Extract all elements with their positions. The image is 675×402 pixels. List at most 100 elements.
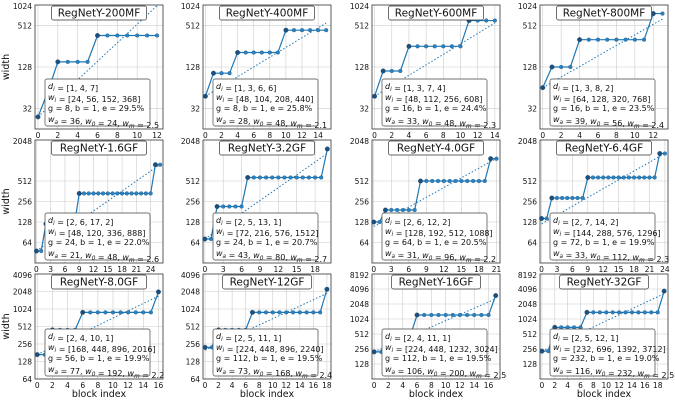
data-point (606, 175, 611, 180)
annotation-line: g = 16, b = 1, e = 23.5% (553, 104, 655, 113)
chart-title: RegNetY-16GF (399, 277, 474, 289)
annotation-line: wa = 116, w0 = 232, wm = 2.5 (553, 365, 674, 380)
data-point (105, 191, 110, 196)
data-point (110, 191, 115, 196)
data-point (80, 309, 86, 315)
x-tick-label: 8 (95, 381, 100, 390)
data-point (422, 312, 427, 318)
data-point (33, 248, 39, 254)
data-point (95, 310, 100, 315)
annotation-line: di = [2, 5, 13, 1] (216, 216, 281, 227)
data-point (660, 11, 665, 16)
data-point (418, 178, 423, 184)
x-tick-label: 6 (424, 131, 429, 140)
data-point (441, 44, 446, 49)
x-tick-label: 8 (115, 131, 120, 140)
chart-panel-regnety-4-0gf: 64 128 256 512 2048 0 3 6 9 12 15 18 21 RegNetY-4.0GF… (350, 137, 502, 274)
data-point (642, 175, 647, 180)
x-tick-label: 8 (257, 381, 262, 390)
annotation-line: g = 232, b = 1, e = 19.0% (553, 354, 660, 363)
y-tick-label: 512 (355, 22, 370, 31)
chart-title-box (388, 5, 484, 21)
data-point (559, 64, 564, 70)
data-point (465, 312, 470, 318)
width-series-line (373, 158, 497, 223)
y-tick-label: 1024 (350, 315, 369, 324)
data-point (202, 93, 208, 99)
y-tick-label: 256 (186, 340, 201, 349)
data-point (75, 59, 80, 64)
x-tick-label: 21 (645, 265, 655, 274)
x-tick-label: 10 (108, 381, 118, 390)
y-tick-label: 2048 (518, 300, 537, 309)
y-tick-label: 512 (355, 330, 370, 339)
x-tick-label: 0 (202, 265, 207, 274)
data-point (283, 27, 289, 33)
x-tick-label: 10 (281, 131, 291, 140)
data-point (637, 175, 642, 180)
y-tick-label: 128 (18, 63, 33, 72)
x-tick-label: 12 (274, 265, 284, 274)
annotation-line: wa = 28, w0 = 48, wm = 2.1 (216, 115, 327, 130)
data-point (486, 312, 491, 318)
data-point (380, 68, 386, 74)
annotation-line: wi = [72, 216, 576, 1512] (216, 227, 319, 238)
data-point (642, 37, 647, 42)
x-tick-label: 6 (596, 131, 601, 140)
annotation-line: wi = [128, 192, 512, 1088] (385, 227, 493, 238)
data-point (389, 68, 394, 74)
data-point (488, 156, 494, 162)
data-point (372, 93, 378, 99)
data-point (492, 18, 497, 23)
data-point (105, 33, 110, 38)
data-point (616, 175, 621, 180)
y-tick-label: 256 (355, 345, 370, 354)
data-point (655, 310, 660, 315)
y-tick-label: 32 (190, 104, 200, 113)
chart-title: RegNetY-6.4GF (565, 143, 643, 155)
x-tick-label: 21 (492, 265, 502, 274)
y-tick-label: 64 (22, 375, 32, 384)
x-tick-label: 4 (65, 381, 70, 390)
x-tick-label: 4 (235, 131, 240, 140)
data-point (584, 309, 590, 315)
annotation-line: wa = 73, w0 = 168, wm = 2.4 (216, 365, 332, 380)
x-tick-label: 24 (146, 265, 156, 274)
x-tick-label: 0 (34, 265, 39, 274)
data-point (86, 191, 91, 196)
y-tick-label: 512 (186, 22, 201, 31)
x-tick-label: 16 (484, 381, 494, 390)
y-tick-label: 2048 (181, 288, 200, 297)
chart-panel-regnety-1-6gf: 64 128 256 512 2048 0 3 6 9 12 15 18 21 24 RegNetY-1.6… (1, 137, 164, 274)
data-point (304, 310, 309, 315)
data-point (277, 310, 282, 315)
data-point (623, 310, 628, 315)
data-point (406, 43, 412, 49)
data-point (135, 33, 140, 38)
data-point (85, 59, 90, 64)
x-tick-label: 12 (598, 265, 608, 274)
x-tick-label: 3 (555, 265, 560, 274)
x-tick-label: 21 (132, 265, 142, 274)
data-point (311, 310, 316, 315)
y-tick-label: 128 (18, 358, 33, 367)
data-point (316, 28, 321, 33)
chart-title: RegNetY-800MF (563, 8, 645, 20)
data-point (601, 175, 606, 180)
y-tick-label: 1024 (518, 2, 537, 11)
data-point (447, 178, 452, 184)
linear-fit-line (542, 18, 663, 89)
chart-title: RegNetY-12GF (230, 277, 305, 289)
x-tick-label: 14 (490, 131, 500, 140)
data-point (617, 310, 622, 315)
data-point (429, 312, 434, 318)
linear-fit-line (541, 293, 665, 352)
x-tick-label: 4 (230, 381, 235, 390)
data-point (100, 191, 106, 196)
x-axis-label: block index (72, 389, 127, 400)
x-tick-label: 6 (406, 265, 411, 274)
data-point (243, 50, 248, 55)
annotation-line: g = 72, b = 1, e = 19.9% (553, 238, 655, 247)
x-tick-label: 3 (389, 265, 394, 274)
x-tick-label: 6 (63, 265, 68, 274)
